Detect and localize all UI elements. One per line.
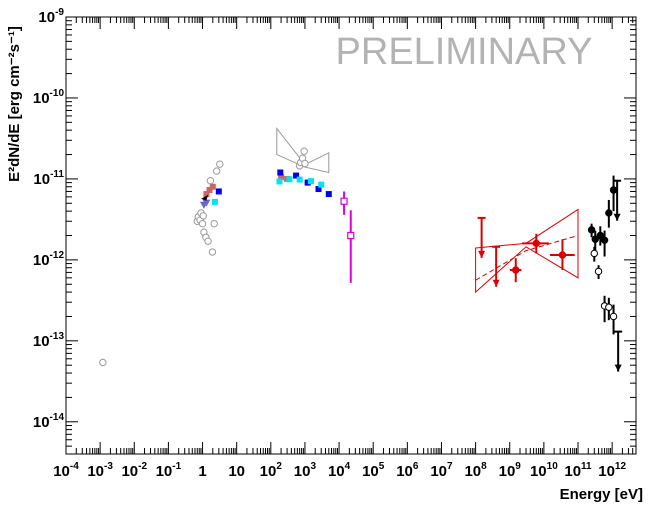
data-point bbox=[532, 239, 541, 248]
data-point bbox=[202, 199, 211, 207]
x-tick-label: 1010 bbox=[530, 461, 558, 480]
data-point bbox=[216, 160, 224, 168]
data-layer bbox=[99, 147, 623, 372]
x-tick-label: 102 bbox=[260, 461, 283, 480]
data-point bbox=[600, 236, 609, 244]
data-point bbox=[286, 176, 293, 183]
data-point bbox=[512, 266, 520, 274]
data-point bbox=[203, 191, 210, 198]
x-tick-label: 10 bbox=[228, 463, 245, 480]
x-tick-label: 108 bbox=[464, 461, 487, 480]
data-point bbox=[307, 178, 314, 185]
x-tick-label: 105 bbox=[362, 461, 385, 480]
data-point bbox=[325, 191, 332, 198]
data-point bbox=[198, 219, 207, 228]
data-point bbox=[293, 172, 300, 179]
data-point bbox=[213, 167, 221, 175]
data-point bbox=[215, 188, 222, 195]
data-point bbox=[609, 186, 618, 194]
x-tick-label: 10-2 bbox=[121, 461, 147, 480]
y-tick-label: 10-13 bbox=[33, 331, 65, 350]
data-point bbox=[558, 251, 567, 259]
data-point bbox=[276, 178, 283, 185]
x-tick-label: 103 bbox=[294, 461, 317, 480]
y-axis-title: E²dN/dE [erg cm⁻²s⁻¹] bbox=[6, 26, 23, 182]
y-tick-labels: 10-9 10-10 10-11 10-12 10-13 10-14 bbox=[33, 7, 65, 431]
x-tick-label: 104 bbox=[328, 461, 351, 480]
fit-line bbox=[475, 235, 579, 281]
data-point bbox=[340, 197, 348, 205]
x-tick-label: 10-3 bbox=[87, 461, 113, 480]
x-tick-label: 106 bbox=[396, 461, 419, 480]
data-point bbox=[209, 183, 216, 190]
data-point bbox=[277, 169, 284, 176]
data-point bbox=[587, 226, 596, 234]
y-tick-label: 10-9 bbox=[38, 7, 64, 26]
data-point bbox=[211, 198, 218, 205]
x-axis-title: Energy [eV] bbox=[560, 486, 643, 503]
y-tick-label: 10-14 bbox=[33, 412, 65, 431]
data-point bbox=[594, 267, 603, 276]
data-point bbox=[596, 231, 605, 240]
x-tick-label: 109 bbox=[499, 461, 522, 480]
data-point bbox=[278, 174, 285, 181]
data-point bbox=[204, 237, 212, 245]
data-point bbox=[210, 219, 218, 228]
data-point bbox=[296, 176, 303, 183]
data-point bbox=[99, 358, 107, 367]
data-point bbox=[609, 312, 618, 321]
upper-limit bbox=[614, 364, 622, 372]
upper-limit bbox=[478, 250, 486, 258]
preliminary-watermark: PRELIMINARY bbox=[336, 31, 593, 73]
data-point bbox=[590, 249, 598, 258]
x-tick-label: 1 bbox=[198, 463, 206, 480]
data-point bbox=[206, 177, 215, 185]
x-tick-label: 1011 bbox=[564, 461, 592, 480]
data-point bbox=[301, 159, 309, 168]
data-point bbox=[318, 181, 325, 188]
ticks-layer bbox=[65, 16, 637, 455]
data-point bbox=[199, 212, 207, 220]
x-tick-label: 107 bbox=[430, 461, 453, 480]
data-point bbox=[605, 303, 613, 311]
y-tick-label: 10-10 bbox=[33, 88, 65, 107]
data-point bbox=[304, 179, 311, 186]
data-point bbox=[201, 194, 209, 201]
y-tick-label: 10-11 bbox=[33, 169, 64, 188]
upper-limit bbox=[492, 279, 500, 287]
data-point bbox=[347, 231, 355, 240]
x-tick-label: 10-4 bbox=[53, 461, 79, 480]
data-point bbox=[208, 248, 217, 256]
x-tick-labels: 10-4 10-3 10-2 10-1 1 10 102 103 104 105 106 107 108… bbox=[53, 461, 626, 480]
data-point bbox=[315, 186, 322, 193]
x-tick-label: 1012 bbox=[598, 461, 626, 480]
data-point bbox=[605, 209, 613, 217]
data-point bbox=[591, 235, 599, 243]
x-tick-label: 10-1 bbox=[156, 461, 182, 480]
data-point bbox=[300, 147, 308, 155]
upper-limit bbox=[613, 213, 621, 221]
data-point bbox=[206, 186, 213, 193]
y-tick-label: 10-12 bbox=[33, 250, 65, 269]
